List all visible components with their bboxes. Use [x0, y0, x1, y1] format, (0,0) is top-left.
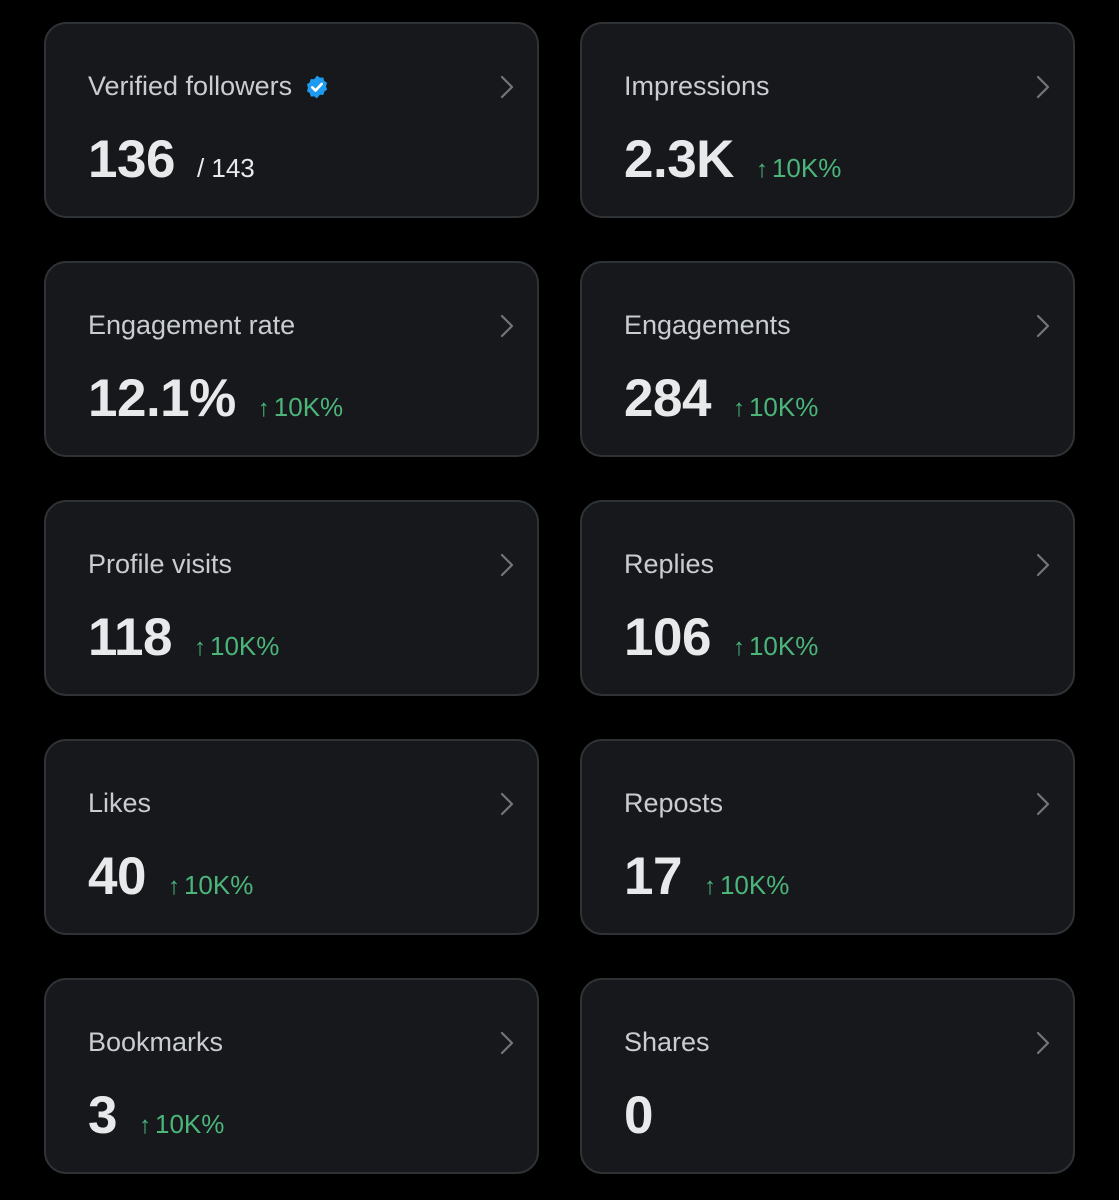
metric-card-profile-visits[interactable]: Profile visits 118 ↑ 10K% — [44, 500, 539, 696]
metric-card-reposts[interactable]: Reposts 17 ↑ 10K% — [580, 739, 1075, 935]
chevron-right-icon — [500, 792, 514, 816]
metric-delta: ↑ 10K% — [139, 1109, 224, 1140]
metric-value: 136 — [88, 130, 175, 189]
metric-value: 12.1% — [88, 369, 236, 428]
metric-card-replies[interactable]: Replies 106 ↑ 10K% — [580, 500, 1075, 696]
metric-title: Shares — [624, 1027, 710, 1057]
chevron-right-icon — [500, 1031, 514, 1055]
metric-delta-value: 10K% — [273, 392, 344, 422]
metric-title: Bookmarks — [88, 1027, 224, 1057]
metric-title-row: Verified followers — [88, 70, 330, 102]
metric-delta-value: 10K% — [771, 153, 842, 183]
metric-title: Impressions — [624, 71, 770, 101]
metric-value: 3 — [88, 1086, 117, 1145]
metric-title: Likes — [88, 788, 152, 818]
metrics-grid: Verified followers 136 / 143 Impressions… — [44, 22, 1075, 1174]
metric-card-impressions[interactable]: Impressions 2.3K ↑ 10K% — [580, 22, 1075, 218]
metric-value-row: 40 ↑ 10K% — [88, 847, 253, 907]
chevron-right-icon — [1036, 1031, 1050, 1055]
metric-title: Reposts — [624, 788, 724, 818]
metric-title: Engagements — [624, 310, 791, 340]
arrow-up-icon: ↑ — [732, 395, 745, 422]
metric-title-row: Likes — [88, 787, 151, 819]
metric-delta: ↑ 10K% — [756, 153, 841, 184]
metric-value-row: 2.3K ↑ 10K% — [624, 130, 841, 190]
metric-value-row: 12.1% ↑ 10K% — [88, 369, 343, 429]
metric-title-row: Engagements — [624, 309, 791, 341]
metric-value-row: 118 ↑ 10K% — [88, 608, 279, 668]
metric-title: Profile visits — [88, 549, 233, 579]
metric-value: 118 — [88, 608, 173, 667]
metric-title-row: Bookmarks — [88, 1026, 223, 1058]
metric-card-engagements[interactable]: Engagements 284 ↑ 10K% — [580, 261, 1075, 457]
metric-delta-value: 10K% — [719, 870, 790, 900]
arrow-up-icon: ↑ — [138, 1112, 151, 1139]
metric-title-row: Shares — [624, 1026, 710, 1058]
metric-delta-value: 10K% — [154, 1109, 225, 1139]
metric-card-likes[interactable]: Likes 40 ↑ 10K% — [44, 739, 539, 935]
metric-delta: ↑ 10K% — [704, 870, 789, 901]
chevron-right-icon — [1036, 75, 1050, 99]
metric-value: 2.3K — [624, 130, 734, 189]
metric-card-engagement-rate[interactable]: Engagement rate 12.1% ↑ 10K% — [44, 261, 539, 457]
metric-delta: ↑ 10K% — [733, 392, 818, 423]
metric-delta: ↑ 10K% — [194, 631, 279, 662]
metric-delta: ↑ 10K% — [733, 631, 818, 662]
metric-title-row: Reposts — [624, 787, 723, 819]
metric-value-row: 136 / 143 — [88, 130, 255, 190]
metric-delta-value: 10K% — [210, 631, 280, 661]
metric-value-row: 0 — [624, 1086, 653, 1146]
metric-value-row: 284 ↑ 10K% — [624, 369, 818, 429]
chevron-right-icon — [1036, 553, 1050, 577]
arrow-up-icon: ↑ — [755, 156, 768, 183]
metric-delta-value: 10K% — [748, 392, 819, 422]
metric-value: 106 — [624, 608, 711, 667]
metric-value: 0 — [624, 1086, 653, 1145]
metric-title-row: Engagement rate — [88, 309, 295, 341]
metric-delta-value: 10K% — [183, 870, 254, 900]
metric-title: Verified followers — [88, 71, 293, 101]
metric-value: 17 — [624, 847, 682, 906]
metric-value-row: 106 ↑ 10K% — [624, 608, 818, 668]
metric-title: Engagement rate — [88, 310, 296, 340]
metric-card-shares[interactable]: Shares 0 — [580, 978, 1075, 1174]
metric-title-row: Profile visits — [88, 548, 232, 580]
metric-card-bookmarks[interactable]: Bookmarks 3 ↑ 10K% — [44, 978, 539, 1174]
arrow-up-icon: ↑ — [732, 634, 745, 661]
metric-value-row: 3 ↑ 10K% — [88, 1086, 224, 1146]
metric-value-row: 17 ↑ 10K% — [624, 847, 789, 907]
metric-title-row: Impressions — [624, 70, 770, 102]
chevron-right-icon — [500, 75, 514, 99]
chevron-right-icon — [1036, 792, 1050, 816]
metric-value: 284 — [624, 369, 711, 428]
arrow-up-icon: ↑ — [703, 873, 716, 900]
metric-value: 40 — [88, 847, 146, 906]
arrow-up-icon: ↑ — [167, 873, 180, 900]
verified-badge-icon — [307, 75, 328, 98]
chevron-right-icon — [500, 553, 514, 577]
metric-delta: ↑ 10K% — [168, 870, 253, 901]
arrow-up-icon: ↑ — [194, 634, 207, 661]
metric-card-verified-followers[interactable]: Verified followers 136 / 143 — [44, 22, 539, 218]
arrow-up-icon: ↑ — [257, 395, 270, 422]
chevron-right-icon — [1036, 314, 1050, 338]
metric-total: / 143 — [196, 153, 255, 183]
chevron-right-icon — [500, 314, 514, 338]
metric-title-row: Replies — [624, 548, 714, 580]
metric-title: Replies — [624, 549, 715, 579]
metric-delta: ↑ 10K% — [258, 392, 343, 423]
metric-delta-value: 10K% — [748, 631, 819, 661]
